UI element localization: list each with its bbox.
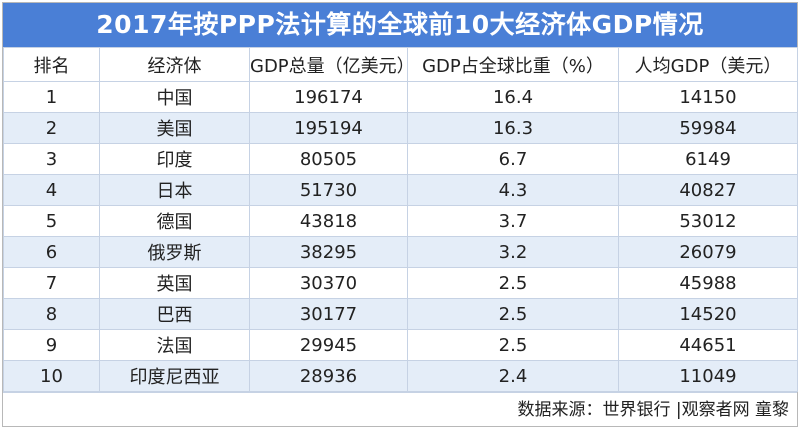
table-row: 4 日本 51730 4.3 40827 — [3, 174, 798, 206]
rank-cell: 5 — [3, 205, 100, 237]
gdp-share-cell: 16.4 — [407, 81, 619, 113]
rank-cell: 10 — [3, 360, 100, 392]
header-row: 排名 经济体 GDP总量（亿美元） GDP占全球比重（%） 人均GDP（美元） — [3, 47, 798, 82]
rank-cell: 6 — [3, 236, 100, 268]
table-row: 5 德国 43818 3.7 53012 — [3, 205, 798, 237]
economy-cell: 俄罗斯 — [99, 236, 250, 268]
gdp-share-cell: 3.7 — [407, 205, 619, 237]
gdp-share-cell: 2.5 — [407, 298, 619, 330]
table-row: 9 法国 29945 2.5 44651 — [3, 329, 798, 361]
header-rank: 排名 — [3, 47, 100, 82]
header-economy: 经济体 — [99, 47, 250, 82]
table-row: 3 印度 80505 6.7 6149 — [3, 143, 798, 175]
gdp-total-cell: 30177 — [249, 298, 408, 330]
economy-cell: 印度 — [99, 143, 250, 175]
gdp-total-cell: 30370 — [249, 267, 408, 299]
gdp-total-cell: 196174 — [249, 81, 408, 113]
gdp-table: 排名 经济体 GDP总量（亿美元） GDP占全球比重（%） 人均GDP（美元） … — [3, 47, 798, 392]
economy-cell: 英国 — [99, 267, 250, 299]
rank-cell: 8 — [3, 298, 100, 330]
gdp-per-capita-cell: 44651 — [618, 329, 798, 361]
table-row: 6 俄罗斯 38295 3.2 26079 — [3, 236, 798, 268]
economy-cell: 美国 — [99, 112, 250, 144]
header-gdp-per-capita: 人均GDP（美元） — [618, 47, 798, 82]
gdp-per-capita-cell: 11049 — [618, 360, 798, 392]
source-note: 数据来源：世界银行 |观察者网 童黎 — [3, 392, 797, 427]
economy-cell: 法国 — [99, 329, 250, 361]
rank-cell: 7 — [3, 267, 100, 299]
gdp-share-cell: 3.2 — [407, 236, 619, 268]
gdp-total-cell: 80505 — [249, 143, 408, 175]
gdp-share-cell: 2.5 — [407, 267, 619, 299]
gdp-total-cell: 195194 — [249, 112, 408, 144]
table-title: 2017年按PPP法计算的全球前10大经济体GDP情况 — [3, 3, 797, 47]
gdp-per-capita-cell: 6149 — [618, 143, 798, 175]
gdp-total-cell: 51730 — [249, 174, 408, 206]
header-gdp-total: GDP总量（亿美元） — [249, 47, 408, 82]
economy-cell: 中国 — [99, 81, 250, 113]
gdp-share-cell: 2.4 — [407, 360, 619, 392]
gdp-total-cell: 28936 — [249, 360, 408, 392]
gdp-per-capita-cell: 14150 — [618, 81, 798, 113]
gdp-per-capita-cell: 59984 — [618, 112, 798, 144]
gdp-per-capita-cell: 53012 — [618, 205, 798, 237]
gdp-share-cell: 6.7 — [407, 143, 619, 175]
gdp-total-cell: 43818 — [249, 205, 408, 237]
rank-cell: 3 — [3, 143, 100, 175]
gdp-total-cell: 29945 — [249, 329, 408, 361]
gdp-per-capita-cell: 40827 — [618, 174, 798, 206]
rank-cell: 4 — [3, 174, 100, 206]
gdp-per-capita-cell: 26079 — [618, 236, 798, 268]
rank-cell: 2 — [3, 112, 100, 144]
gdp-total-cell: 38295 — [249, 236, 408, 268]
gdp-share-cell: 16.3 — [407, 112, 619, 144]
economy-cell: 德国 — [99, 205, 250, 237]
rank-cell: 1 — [3, 81, 100, 113]
gdp-share-cell: 4.3 — [407, 174, 619, 206]
table-row: 2 美国 195194 16.3 59984 — [3, 112, 798, 144]
table-row: 7 英国 30370 2.5 45988 — [3, 267, 798, 299]
economy-cell: 巴西 — [99, 298, 250, 330]
gdp-per-capita-cell: 14520 — [618, 298, 798, 330]
table-row: 8 巴西 30177 2.5 14520 — [3, 298, 798, 330]
gdp-share-cell: 2.5 — [407, 329, 619, 361]
header-gdp-share: GDP占全球比重（%） — [407, 47, 619, 82]
table-row: 10 印度尼西亚 28936 2.4 11049 — [3, 360, 798, 392]
gdp-per-capita-cell: 45988 — [618, 267, 798, 299]
economy-cell: 印度尼西亚 — [99, 360, 250, 392]
table-row: 1 中国 196174 16.4 14150 — [3, 81, 798, 113]
economy-cell: 日本 — [99, 174, 250, 206]
rank-cell: 9 — [3, 329, 100, 361]
